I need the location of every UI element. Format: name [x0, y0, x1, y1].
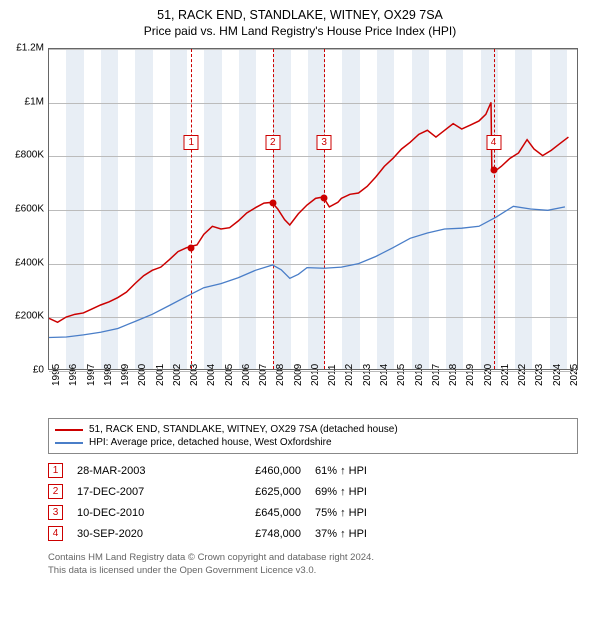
- legend-row: HPI: Average price, detached house, West…: [55, 436, 571, 449]
- transaction-dot: [269, 200, 276, 207]
- y-axis-label: £200K: [6, 311, 44, 322]
- transaction-marker-box: 4: [486, 135, 501, 150]
- transaction-dot: [188, 244, 195, 251]
- transaction-dot: [490, 167, 497, 174]
- legend: 51, RACK END, STANDLAKE, WITNEY, OX29 7S…: [48, 418, 578, 454]
- transaction-date: 30-SEP-2020: [77, 528, 197, 540]
- transaction-date: 10-DEC-2010: [77, 507, 197, 519]
- footer-attribution: Contains HM Land Registry data © Crown c…: [48, 552, 578, 578]
- transaction-price: £645,000: [211, 507, 301, 519]
- y-axis-label: £400K: [6, 257, 44, 268]
- transaction-dot: [321, 194, 328, 201]
- transaction-num: 2: [48, 484, 63, 499]
- y-axis-label: £800K: [6, 150, 44, 161]
- chart-area: 1234 £0£200K£400K£600K£800K£1M£1.2M19951…: [48, 44, 578, 384]
- transaction-row: 1 28-MAR-2003 £460,000 61% ↑ HPI: [48, 460, 578, 481]
- transaction-hpi: 75% ↑ HPI: [315, 507, 405, 519]
- transaction-price: £625,000: [211, 486, 301, 498]
- transaction-hpi: 37% ↑ HPI: [315, 528, 405, 540]
- gridline: [49, 371, 577, 372]
- footer-line: This data is licensed under the Open Gov…: [48, 565, 578, 578]
- transaction-num: 1: [48, 463, 63, 478]
- legend-swatch: [55, 429, 83, 431]
- series-line: [49, 206, 565, 337]
- legend-label: HPI: Average price, detached house, West…: [89, 437, 332, 448]
- y-axis-label: £1M: [6, 96, 44, 107]
- plot-area: 1 2 3 4: [48, 48, 578, 370]
- chart-svg: [49, 49, 577, 369]
- legend-row: 51, RACK END, STANDLAKE, WITNEY, OX29 7S…: [55, 423, 571, 436]
- transaction-date: 28-MAR-2003: [77, 465, 197, 477]
- transaction-num: 4: [48, 526, 63, 541]
- transaction-marker-box: 3: [317, 135, 332, 150]
- transaction-row: 4 30-SEP-2020 £748,000 37% ↑ HPI: [48, 523, 578, 544]
- transaction-row: 3 10-DEC-2010 £645,000 75% ↑ HPI: [48, 502, 578, 523]
- transaction-marker-box: 1: [184, 135, 199, 150]
- y-axis-label: £1.2M: [6, 43, 44, 54]
- chart-title: 51, RACK END, STANDLAKE, WITNEY, OX29 7S…: [10, 8, 590, 22]
- footer-line: Contains HM Land Registry data © Crown c…: [48, 552, 578, 565]
- transaction-row: 2 17-DEC-2007 £625,000 69% ↑ HPI: [48, 481, 578, 502]
- legend-swatch: [55, 442, 83, 444]
- transaction-price: £460,000: [211, 465, 301, 477]
- transaction-marker-box: 2: [265, 135, 280, 150]
- transaction-num: 3: [48, 505, 63, 520]
- legend-label: 51, RACK END, STANDLAKE, WITNEY, OX29 7S…: [89, 424, 398, 435]
- transaction-date: 17-DEC-2007: [77, 486, 197, 498]
- y-axis-label: £600K: [6, 204, 44, 215]
- transaction-hpi: 61% ↑ HPI: [315, 465, 405, 477]
- chart-subtitle: Price paid vs. HM Land Registry's House …: [10, 24, 590, 38]
- y-axis-label: £0: [6, 365, 44, 376]
- transaction-price: £748,000: [211, 528, 301, 540]
- transaction-table: 1 28-MAR-2003 £460,000 61% ↑ HPI 2 17-DEC-200…: [48, 460, 578, 544]
- transaction-hpi: 69% ↑ HPI: [315, 486, 405, 498]
